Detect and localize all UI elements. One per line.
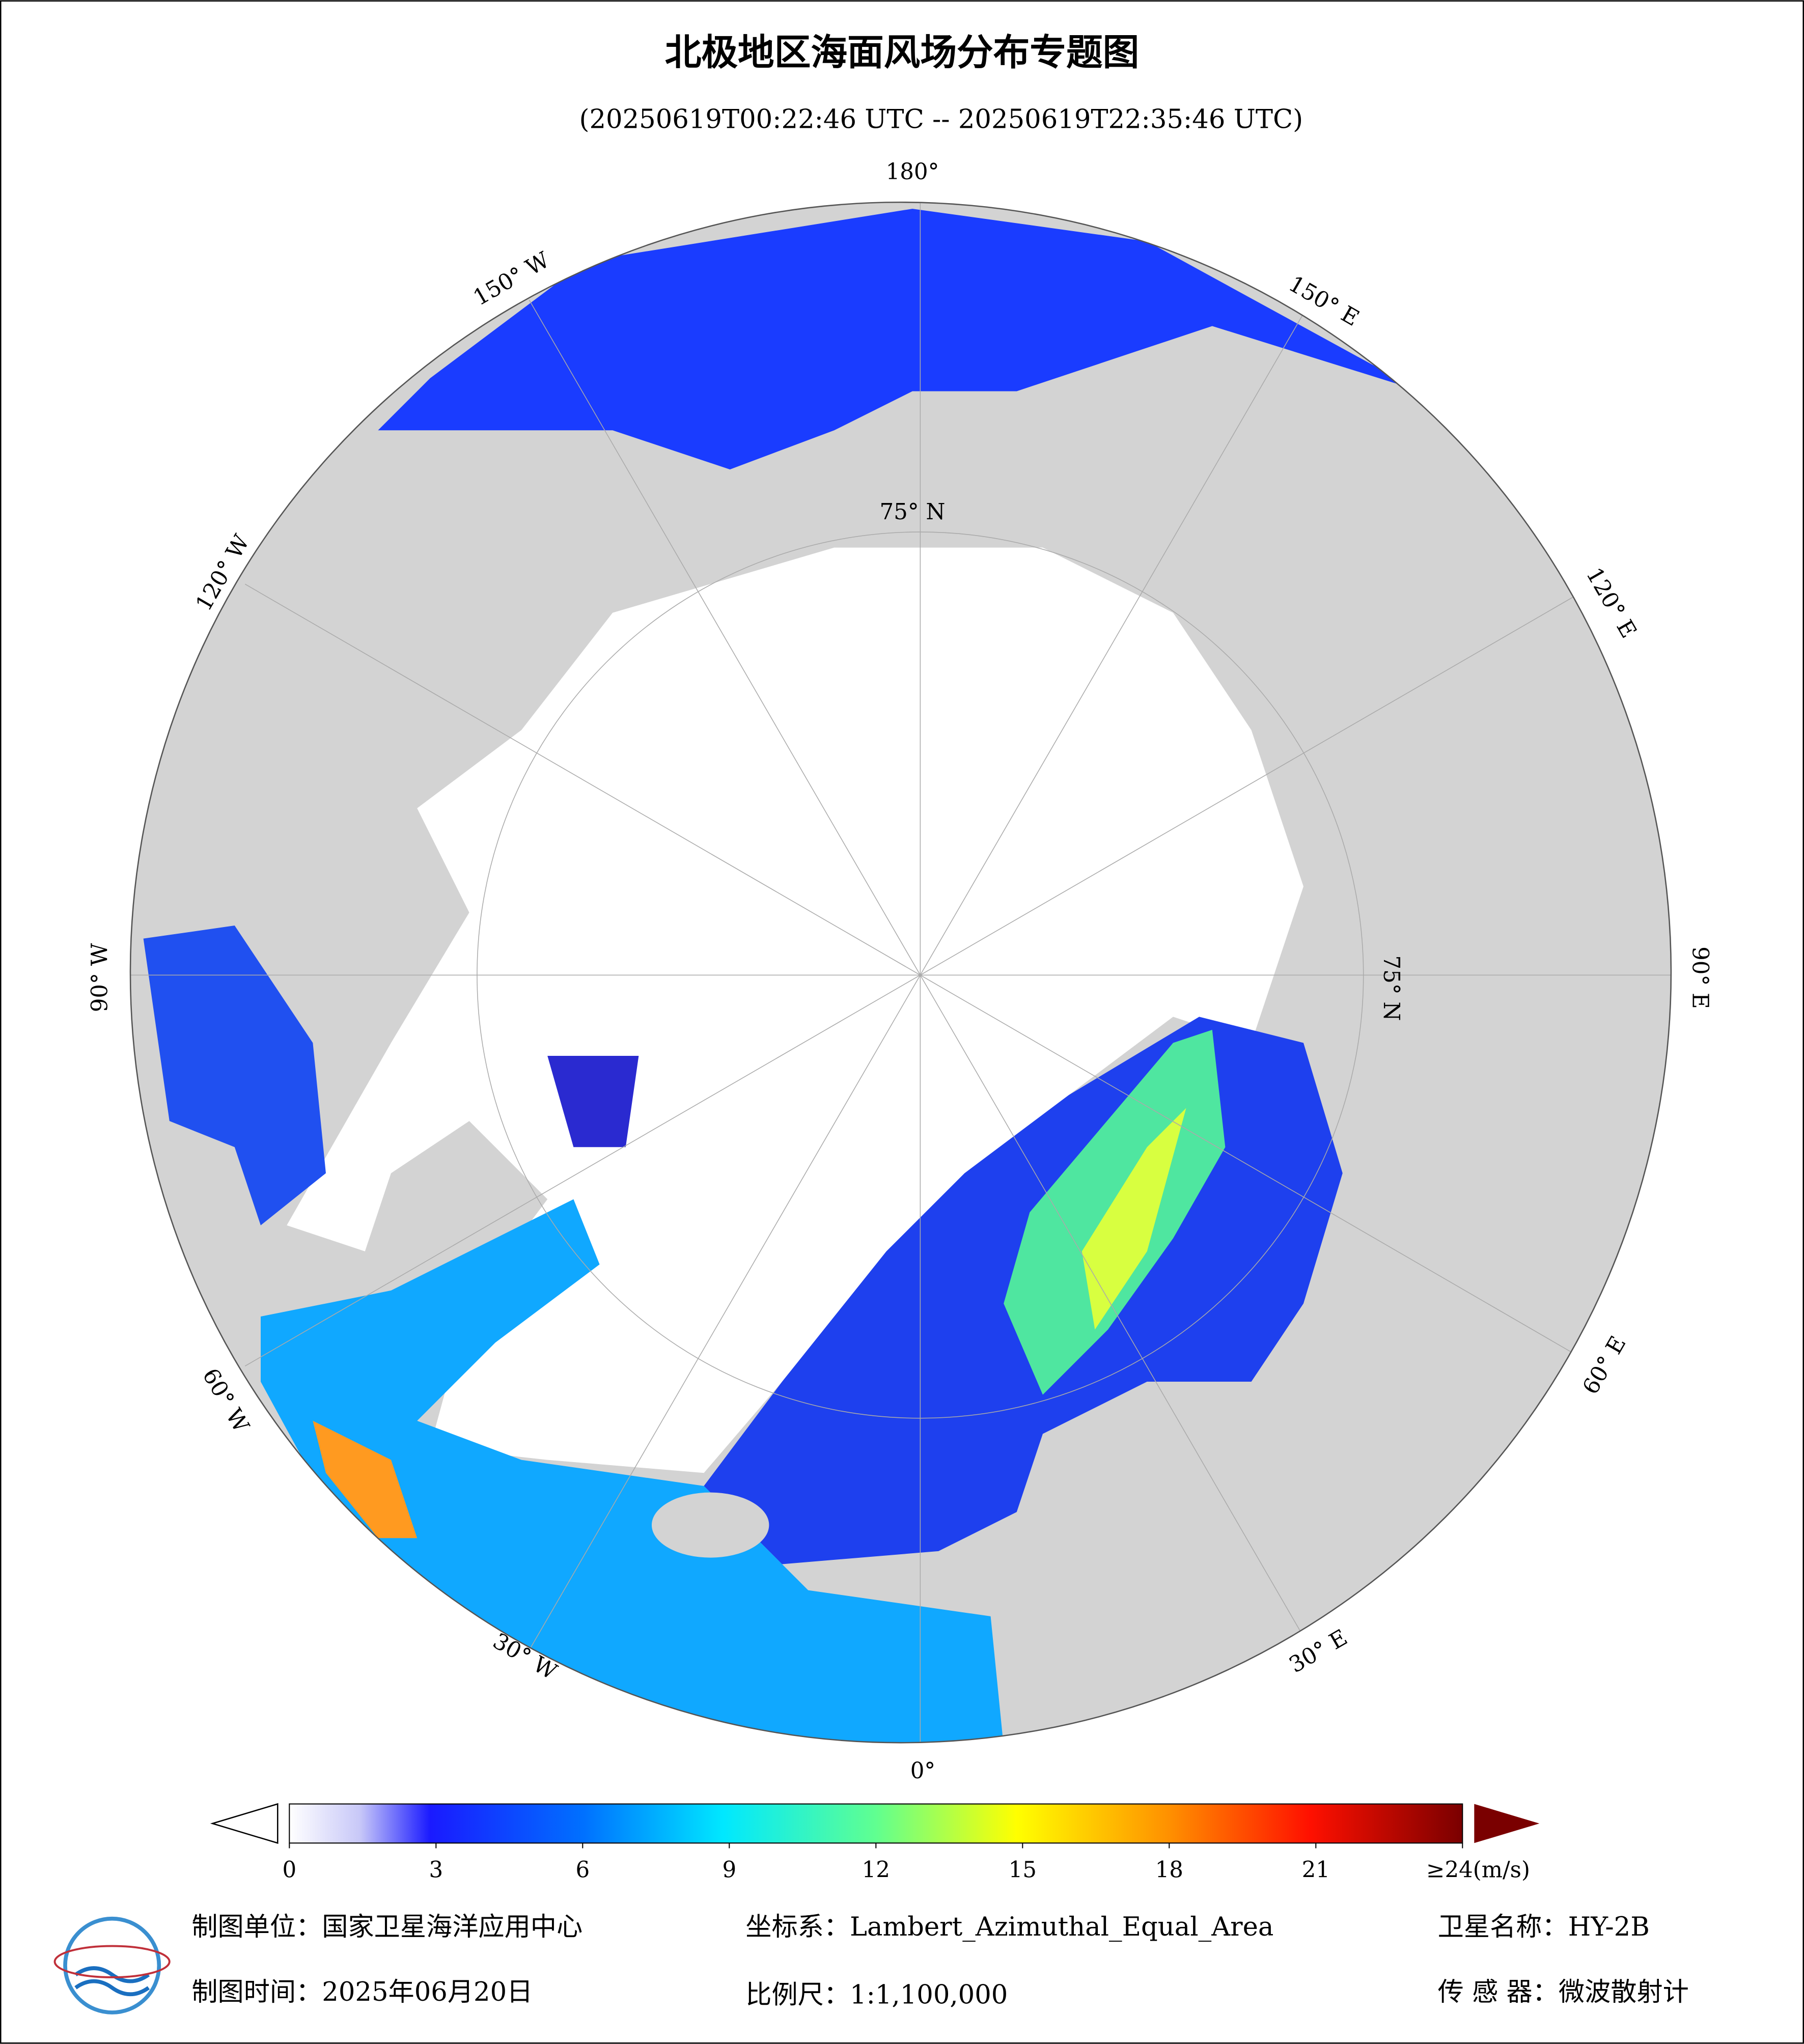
lat-label: 75° N: [879, 499, 945, 525]
wind-patch: [313, 1420, 418, 1538]
graticule: [130, 202, 1671, 1743]
wind-patch: [547, 1056, 639, 1147]
lon-label: 90° E: [1687, 946, 1713, 1009]
colorbar-min-arrow: [210, 1803, 279, 1844]
subtitle: (20250619T00:22:46 UTC -- 20250619T22:35…: [579, 104, 1303, 135]
colorbar-tick-label: 9: [722, 1858, 736, 1883]
wind-patch: [378, 209, 1421, 470]
map: [130, 202, 1671, 1743]
footer-projection: 坐标系：Lambert_Azimuthal_Equal_Area: [745, 1912, 1273, 1942]
iceland: [651, 1492, 769, 1558]
colorbar-bar: [289, 1803, 1463, 1844]
logo: [53, 1916, 171, 2014]
wind-patch: [260, 1199, 1004, 1743]
colorbar-tick-label: 3: [429, 1858, 443, 1883]
lon-label: 0°: [910, 1758, 935, 1784]
wind-patch: [143, 926, 326, 1225]
colorbar: 0 3 6 9 12 15 18 21 ≥24(m/s): [210, 1803, 1540, 1883]
colorbar-tick-label: 21: [1302, 1858, 1330, 1883]
map-border: [129, 201, 1672, 1744]
title: 北极地区海面风场分布专题图: [665, 31, 1140, 74]
lat-label: 75° N: [1378, 955, 1404, 1021]
colorbar-tick-label: 12: [862, 1858, 890, 1883]
lon-label: 180°: [886, 159, 939, 185]
colorbar-tick-label: 18: [1155, 1858, 1183, 1883]
footer-unit: 制图单位：国家卫星海洋应用中心: [191, 1912, 582, 1942]
footer-date: 制图时间：2025年06月20日: [191, 1977, 533, 2007]
footer-sensor: 传 感 器：微波散射计: [1438, 1977, 1689, 2007]
wind-patch: [1081, 1108, 1186, 1330]
colorbar-tick-label: 0: [282, 1858, 296, 1883]
colorbar-tick-label: 6: [575, 1858, 590, 1883]
colorbar-max-arrow: [1474, 1804, 1540, 1843]
lon-label: 90° W: [88, 943, 113, 1012]
colorbar-tick-label: 15: [1009, 1858, 1037, 1883]
footer-satellite: 卫星名称：HY-2B: [1438, 1912, 1650, 1942]
footer-scale: 比例尺：1:1,100,000: [745, 1979, 1008, 2010]
colorbar-tick-label: ≥24(m/s): [1426, 1858, 1530, 1883]
